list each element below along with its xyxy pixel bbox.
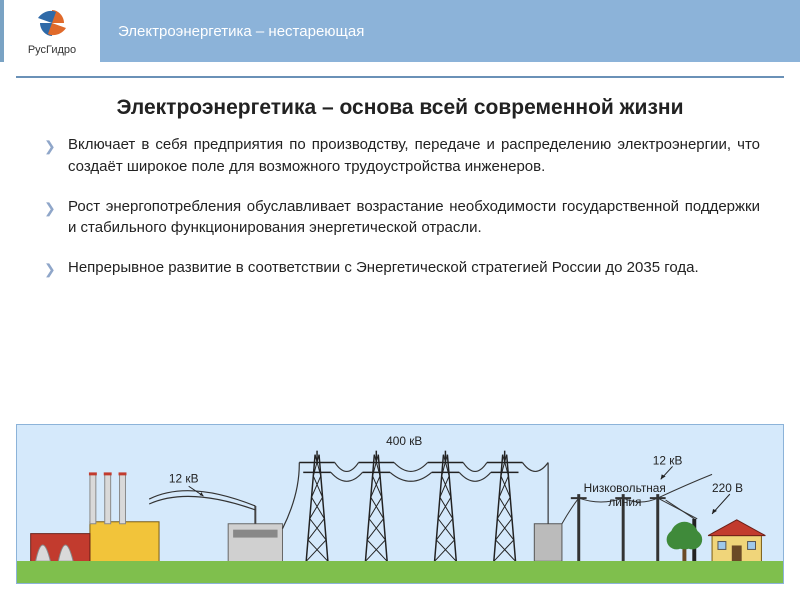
- power-diagram: 12 кВ 400 кВ Низковольтнаялиния 12 кВ 220 В: [16, 424, 784, 584]
- title-bar: Электроэнергетика – нестареющая: [100, 0, 800, 62]
- bullet-list: Включает в себя предприятия по производс…: [40, 134, 760, 279]
- bullet-item: Включает в себя предприятия по производс…: [40, 134, 760, 178]
- svg-text:12 кВ: 12 кВ: [653, 454, 683, 468]
- slide-title: Электроэнергетика – нестареющая: [118, 23, 364, 40]
- grass: [17, 561, 783, 583]
- svg-text:Низковольтная: Низковольтная: [584, 481, 666, 495]
- logo-icon: [32, 6, 72, 40]
- bullet-item: Непрерывное развитие в соответствии с Эн…: [40, 257, 760, 279]
- svg-text:12 кВ: 12 кВ: [169, 471, 199, 485]
- main-title: Электроэнергетика – основа всей современ…: [20, 96, 780, 120]
- logo: РусГидро: [4, 0, 100, 62]
- logo-label: РусГидро: [28, 44, 76, 56]
- divider: [16, 70, 784, 78]
- svg-text:линия: линия: [608, 495, 641, 509]
- svg-text:400 кВ: 400 кВ: [386, 434, 422, 448]
- bullet-item: Рост энергопотребления обуславливает воз…: [40, 196, 760, 240]
- header: РусГидро Электроэнергетика – нестареющая: [0, 0, 800, 62]
- diagram-svg: 12 кВ 400 кВ Низковольтнаялиния 12 кВ 220 В: [17, 425, 783, 583]
- svg-text:220 В: 220 В: [712, 481, 743, 495]
